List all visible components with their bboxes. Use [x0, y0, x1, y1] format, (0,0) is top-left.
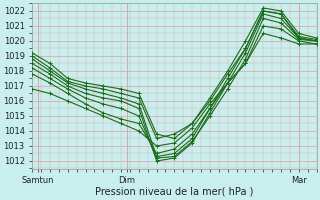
X-axis label: Pression niveau de la mer( hPa ): Pression niveau de la mer( hPa )	[95, 187, 253, 197]
